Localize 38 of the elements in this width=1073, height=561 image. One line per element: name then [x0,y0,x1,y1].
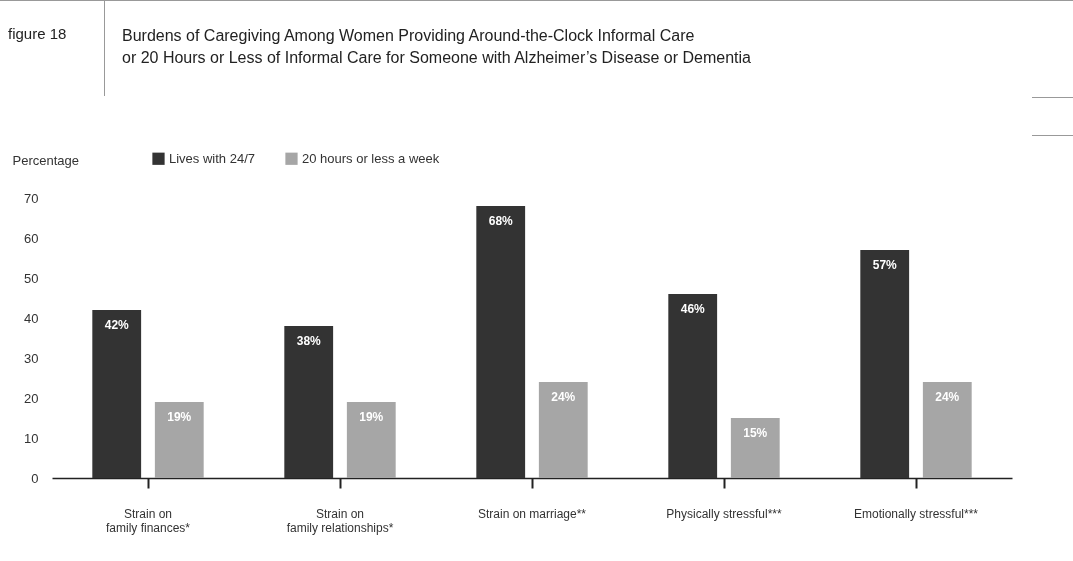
y-tick-label: 10 [24,430,39,446]
y-axis-title: Percentage [12,152,79,168]
data-label: 38% [296,334,322,348]
x-tick-label: Physically stressful*** [666,506,783,521]
bar [476,206,526,478]
data-label: 57% [872,258,898,272]
bar [154,402,204,478]
data-label: 46% [680,302,706,316]
x-tick-label: Emotionally stressful*** [853,506,979,521]
x-tick-label: Strain on marriage** [477,506,587,521]
data-label: 24% [551,390,576,404]
legend-label: 20 hours or less a week [302,150,440,166]
bar [730,418,780,478]
x-tick-label: Strain on family finances* [105,506,191,535]
chart-title: Burdens of Caregiving Among Women Providing Around-the-Clock Informal Care or 20 Hours or Less of Informal Care for Someone with Alzheimer’s Disease or Dementia [122,26,752,68]
bar [92,310,142,478]
bar [346,402,396,478]
y-tick-label: 50 [24,270,39,286]
data-label: 15% [743,426,768,440]
bar [668,294,718,478]
data-label: 24% [935,390,960,404]
y-tick-label: 60 [24,230,39,246]
data-label: 68% [488,214,514,228]
bar [284,326,334,478]
data-label: 19% [167,410,192,424]
caption: figure 18 [8,25,67,42]
y-tick-label: 30 [24,350,39,366]
y-tick-label: 70 [24,190,39,206]
bar [922,382,972,478]
bar [860,250,910,478]
data-label: 19% [359,410,384,424]
bar [538,382,588,478]
y-tick-label: 0 [31,470,39,486]
y-tick-label: 40 [24,310,39,326]
data-label: 42% [104,318,130,332]
y-tick-label: 20 [24,390,39,406]
x-tick-label: Strain on family relationships* [286,506,394,535]
legend-label: Lives with 24/7 [169,150,255,166]
